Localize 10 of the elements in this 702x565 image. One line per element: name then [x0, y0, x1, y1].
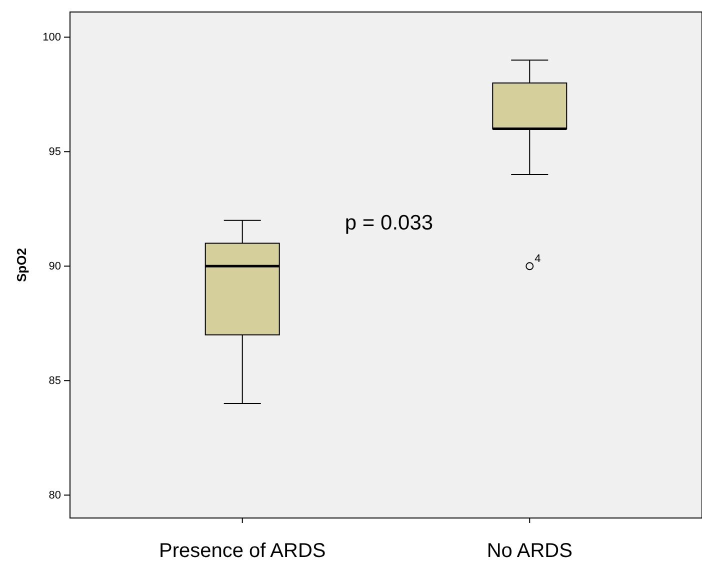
annotation: p = 0.033: [344, 212, 434, 235]
y-tick-label: 100: [42, 32, 61, 44]
y-tick-label: 95: [48, 146, 61, 158]
y-tick-label: 90: [48, 260, 61, 273]
annotation: 4: [534, 253, 541, 266]
y-tick-label: 85: [48, 375, 61, 388]
x-tick-label: Presence of ARDS: [158, 540, 326, 562]
y-tick-label: 80: [48, 490, 61, 502]
x-tick-label: No ARDS: [486, 540, 572, 562]
y-axis-title: SpO2: [14, 248, 29, 282]
